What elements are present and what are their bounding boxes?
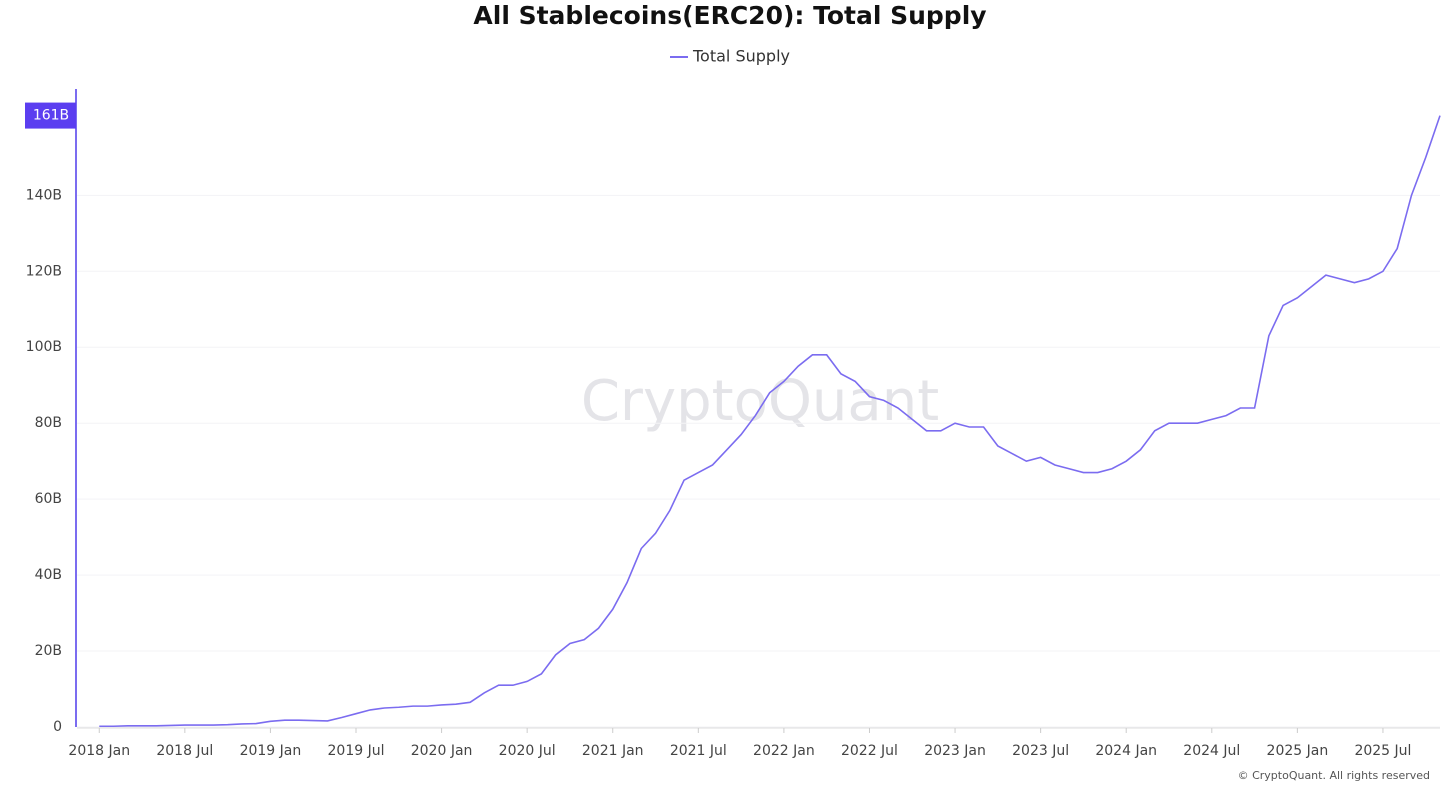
y-tick-label: 40B: [35, 567, 62, 583]
x-tick-label: 2020 Jul: [499, 743, 556, 759]
line-series: [99, 115, 1441, 728]
x-tick-label: 2025 Jul: [1354, 743, 1411, 759]
footer: © CryptoQuant. All rights reserved: [1238, 769, 1430, 782]
x-tick-label: 2025 Jan: [1267, 743, 1329, 759]
legend-label: Total Supply: [692, 47, 790, 66]
y-tick-label: 120B: [26, 263, 62, 279]
x-tick-label: 2024 Jul: [1183, 743, 1240, 759]
x-tick-label: 2018 Jan: [68, 743, 130, 759]
x-tick-label: 2019 Jul: [328, 743, 385, 759]
x-tick-label: 2019 Jan: [240, 743, 302, 759]
current-value-box: [25, 102, 76, 129]
y-tick-label: 20B: [35, 643, 62, 659]
x-tick-label: 2024 Jan: [1095, 743, 1157, 759]
y-tick-label: 80B: [35, 415, 62, 431]
y-tick-label: 140B: [26, 187, 62, 203]
x-tick-label: 2023 Jul: [1012, 743, 1069, 759]
x-tick-label: 2021 Jul: [670, 743, 727, 759]
x-tick-label: 2022 Jan: [753, 743, 815, 759]
x-tick-label: 2021 Jan: [582, 743, 644, 759]
x-tick-label: 2023 Jan: [924, 743, 986, 759]
chart-title: All Stablecoins(ERC20): Total Supply: [473, 1, 986, 30]
y-tick-label: 0: [53, 719, 62, 735]
current-value-label: 161B: [33, 108, 69, 124]
y-tick-label: 60B: [35, 491, 62, 507]
x-tick-label: 2022 Jul: [841, 743, 898, 759]
x-tick-label: 2020 Jan: [411, 743, 473, 759]
x-tick-label: 2018 Jul: [156, 743, 213, 759]
y-tick-label: 100B: [26, 339, 62, 355]
